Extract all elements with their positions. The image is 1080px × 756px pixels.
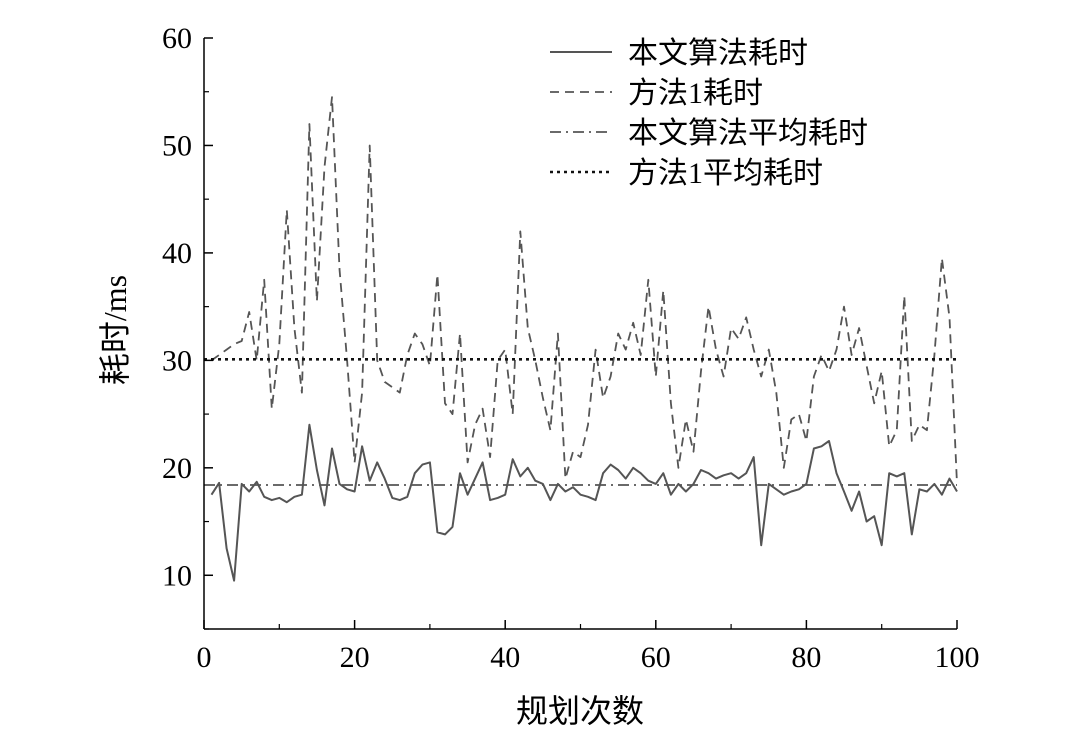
legend-label: 方法1平均耗时 <box>628 157 823 190</box>
y-tick-label: 30 <box>162 344 192 377</box>
y-tick-label: 60 <box>162 22 192 55</box>
x-tick-label: 0 <box>197 641 212 674</box>
y-axis-title: 耗时/ms <box>97 275 133 385</box>
x-tick-label: 60 <box>641 641 671 674</box>
y-tick-label: 40 <box>162 237 192 270</box>
plot-lines <box>204 96 958 582</box>
x-tick-label: 80 <box>791 641 821 674</box>
legend-label: 方法1耗时 <box>628 77 763 110</box>
axes: 10 20 30 40 50 60 0 20 40 60 80 100 <box>162 22 980 674</box>
x-axis-title: 规划次数 <box>516 693 644 729</box>
y-ticks: 10 20 30 40 50 60 <box>162 22 213 630</box>
y-tick-label: 50 <box>162 129 192 162</box>
legend-label: 本文算法耗时 <box>628 37 808 70</box>
legend-label: 本文算法平均耗时 <box>628 117 868 150</box>
y-tick-label: 20 <box>162 452 192 485</box>
x-tick-label: 40 <box>490 641 520 674</box>
y-tick-label: 10 <box>162 559 192 592</box>
x-tick-label: 20 <box>340 641 370 674</box>
x-tick-label: 100 <box>935 641 980 674</box>
series-own-algorithm-time-line <box>210 423 958 582</box>
x-ticks: 0 20 40 60 80 100 <box>197 620 980 674</box>
series-method1-time-line <box>210 96 958 484</box>
